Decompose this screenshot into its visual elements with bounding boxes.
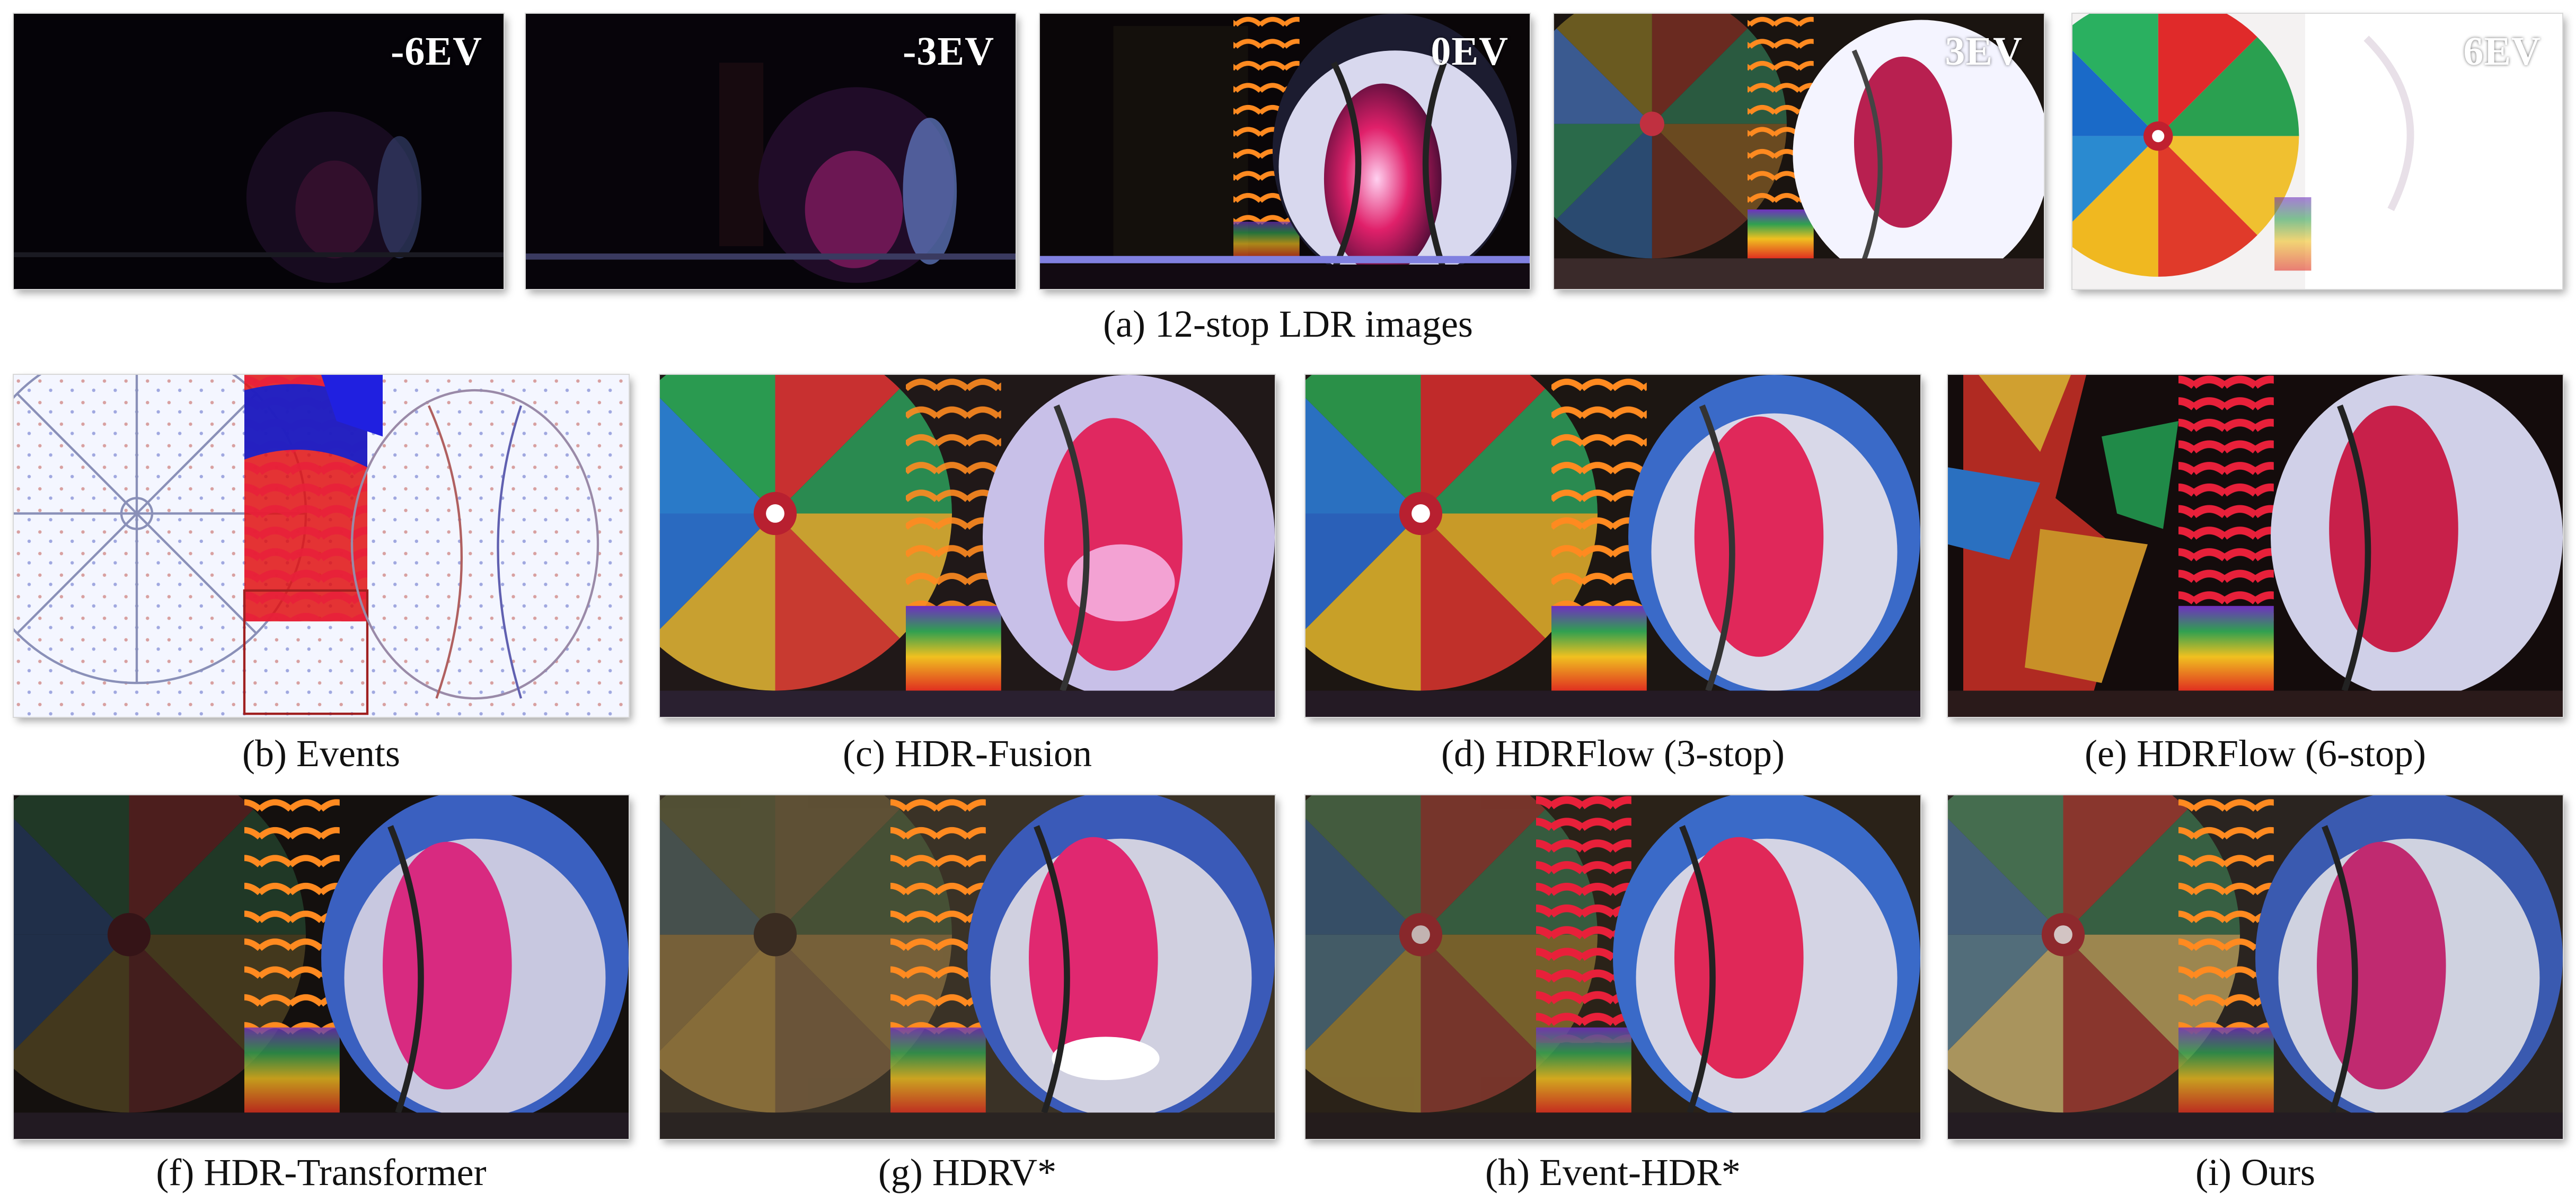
hdrflow-3stop-image (1305, 375, 1920, 717)
caption-events: (b) Events (242, 732, 400, 775)
caption-hdr-fusion: (c) HDR-Fusion (843, 732, 1092, 775)
hdr-fusion-image (660, 375, 1275, 717)
exposure-label: -6EV (391, 29, 482, 74)
hdrv-image (660, 795, 1275, 1139)
ldr-image-0ev: 0EV (1040, 14, 1530, 289)
hdrflow-6stop-image (1948, 375, 2563, 717)
caption-ours: (i) Ours (2195, 1151, 2315, 1194)
caption-hdrv: (g) HDRV* (878, 1151, 1057, 1194)
exposure-label: 3EV (1945, 29, 2023, 74)
exposure-label: 6EV (2463, 29, 2541, 74)
caption-event-hdr: (h) Event-HDR* (1485, 1151, 1741, 1194)
event-hdr-image (1305, 795, 1920, 1139)
exposure-label: 0EV (1431, 29, 1508, 74)
caption-hdrflow-6stop: (e) HDRFlow (6-stop) (2085, 732, 2426, 775)
caption-hdrflow-3stop: (d) HDRFlow (3-stop) (1441, 732, 1785, 775)
ldr-image-3ev: 3EV (1554, 14, 2044, 289)
caption-hdr-transformer: (f) HDR-Transformer (156, 1151, 487, 1194)
ldr-image-minus6ev: -6EV (14, 14, 504, 289)
ours-image (1948, 795, 2563, 1139)
exposure-label: -3EV (903, 29, 994, 74)
events-image (14, 375, 629, 717)
caption-ldr-images: (a) 12-stop LDR images (1103, 303, 1473, 345)
hdr-transformer-image (14, 795, 629, 1139)
ldr-image-minus3ev: -3EV (526, 14, 1016, 289)
ldr-image-6ev: 6EV (2072, 14, 2562, 289)
